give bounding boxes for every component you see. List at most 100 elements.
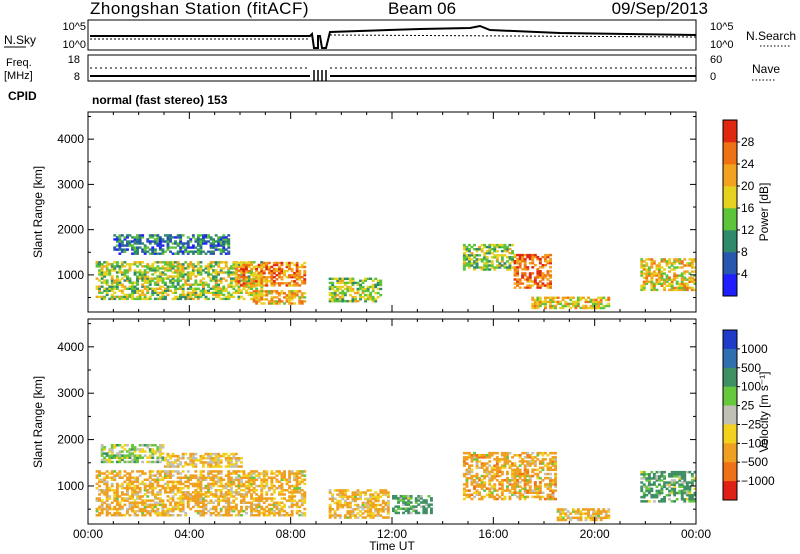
data-cell	[156, 448, 160, 451]
data-cell	[156, 236, 160, 239]
data-cell	[232, 482, 236, 486]
data-cell	[115, 484, 119, 488]
data-cell	[214, 285, 218, 288]
data-cell	[642, 473, 646, 476]
data-cell	[475, 491, 479, 494]
data-cell	[115, 240, 119, 243]
data-cell	[184, 267, 188, 270]
data-cell	[521, 479, 525, 482]
data-cell	[404, 503, 408, 506]
data-cell	[652, 473, 656, 476]
data-cell	[257, 472, 261, 475]
data-cell	[645, 487, 649, 491]
data-cell	[561, 518, 565, 522]
data-cell	[658, 268, 661, 271]
data-cell	[685, 489, 689, 493]
data-cell	[546, 462, 550, 465]
data-cell	[541, 454, 545, 457]
data-cell	[495, 258, 499, 261]
data-cell	[685, 262, 689, 265]
data-cell	[151, 452, 155, 455]
data-cell	[234, 493, 238, 496]
data-cell	[179, 480, 183, 484]
data-cell	[333, 277, 337, 280]
data-cell	[214, 505, 218, 509]
data-cell	[589, 306, 593, 310]
data-cell	[227, 283, 231, 286]
data-cell	[95, 482, 99, 486]
data-cell	[546, 270, 550, 273]
data-cell	[665, 262, 669, 265]
data-cell	[642, 260, 646, 263]
data-cell	[143, 248, 147, 251]
data-cell	[386, 503, 390, 507]
data-cell	[528, 474, 532, 478]
data-cell	[655, 288, 659, 292]
data-cell	[566, 296, 570, 299]
data-cell	[551, 481, 555, 484]
data-cell	[118, 474, 122, 477]
data-cell	[191, 287, 195, 290]
data-cell	[546, 454, 550, 457]
data-cell	[288, 474, 291, 477]
data-cell	[128, 480, 132, 484]
data-cell	[298, 265, 302, 269]
data-cell	[407, 507, 411, 510]
data-cell	[640, 272, 644, 275]
data-cell	[668, 481, 671, 484]
data-cell	[374, 508, 378, 511]
data-cell	[174, 501, 177, 504]
data-cell	[234, 289, 238, 292]
data-cell	[262, 514, 266, 517]
data-cell	[604, 512, 608, 515]
data-cell	[379, 491, 383, 494]
data-cell	[196, 295, 200, 299]
data-cell	[212, 242, 215, 245]
data-cell	[668, 498, 671, 501]
data-cell	[579, 518, 583, 522]
data-cell	[110, 501, 114, 504]
data-cell	[242, 269, 246, 273]
data-cell	[554, 300, 557, 304]
data-cell	[250, 280, 253, 283]
data-cell	[179, 275, 183, 278]
data-cell	[133, 269, 137, 272]
data-cell	[240, 289, 243, 292]
data-cell	[138, 261, 142, 264]
data-cell	[151, 289, 155, 292]
data-cell	[371, 287, 375, 291]
data-cell	[176, 465, 180, 468]
data-cell	[354, 516, 357, 519]
data-cell	[257, 509, 261, 513]
data-cell	[290, 484, 294, 488]
data-cell	[528, 476, 532, 480]
data-cell	[166, 263, 170, 266]
data-cell	[151, 489, 155, 492]
data-cell	[242, 499, 246, 502]
data-cell	[528, 276, 532, 279]
data-cell	[343, 499, 347, 503]
data-cell	[143, 265, 147, 268]
data-cell	[113, 511, 117, 515]
data-cell	[207, 470, 210, 473]
data-cell	[290, 495, 294, 498]
data-cell	[191, 234, 195, 237]
data-cell	[108, 287, 112, 290]
data-cell	[678, 258, 682, 261]
data-cell	[202, 509, 205, 513]
data-cell	[174, 493, 177, 496]
data-cell	[166, 459, 170, 462]
data-cell	[381, 516, 385, 519]
data-cell	[328, 285, 332, 289]
data-cell	[158, 242, 162, 245]
data-cell	[536, 286, 540, 289]
data-cell	[338, 514, 342, 517]
data-cell	[194, 499, 198, 502]
data-cell	[115, 244, 119, 247]
data-cell	[126, 489, 129, 492]
data-cell	[549, 487, 552, 490]
data-cell	[341, 493, 345, 496]
data-cell	[541, 278, 545, 281]
data-cell	[219, 297, 223, 301]
data-cell	[128, 472, 132, 475]
